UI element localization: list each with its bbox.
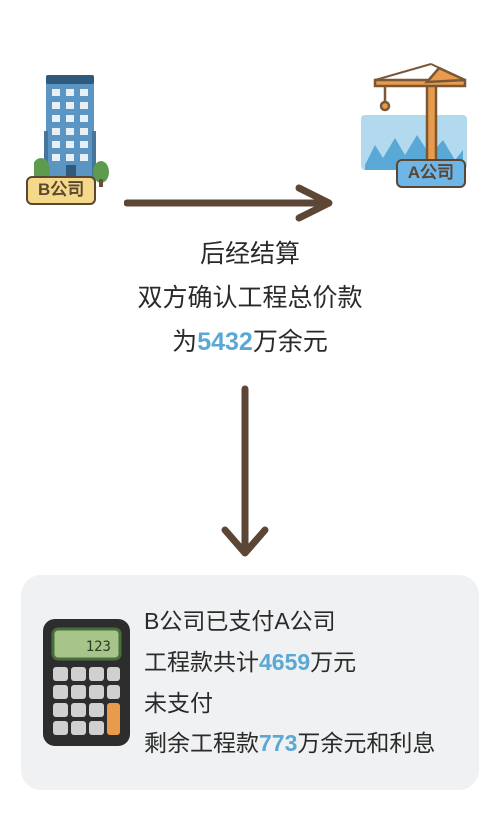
mid-line-1: 后经结算 xyxy=(0,234,500,274)
payment-panel: 123 B公司已支付A公司 工程款共计4659万元 xyxy=(21,575,479,790)
payment-text-block: B公司已支付A公司 工程款共计4659万元 未支付 剩余工程款773万余元和利息 xyxy=(134,593,479,773)
amount-total: 5432 xyxy=(197,328,253,356)
panel-line-1: B公司已支付A公司 xyxy=(144,601,463,642)
settlement-text-block: 后经结算 双方确认工程总价款 为5432万余元 xyxy=(0,230,500,366)
panel-line-2: 工程款共计4659万元 xyxy=(144,642,463,683)
mid-line-3: 为5432万余元 xyxy=(0,322,500,362)
mid-line-2: 双方确认工程总价款 xyxy=(0,278,500,318)
arrow-right-icon xyxy=(124,183,339,223)
arrow-down-icon xyxy=(215,385,275,560)
company-b-label: B公司 xyxy=(26,176,96,205)
company-a-label: A公司 xyxy=(396,159,466,188)
calculator-icon: 123 xyxy=(39,615,134,750)
panel-line-4: 剩余工程款773万余元和利息 xyxy=(144,723,463,764)
building-b-icon xyxy=(34,75,109,190)
svg-text:123: 123 xyxy=(86,639,111,655)
panel-line-3: 未支付 xyxy=(144,683,463,724)
amount-remaining: 773 xyxy=(259,730,297,756)
amount-paid: 4659 xyxy=(259,649,310,675)
